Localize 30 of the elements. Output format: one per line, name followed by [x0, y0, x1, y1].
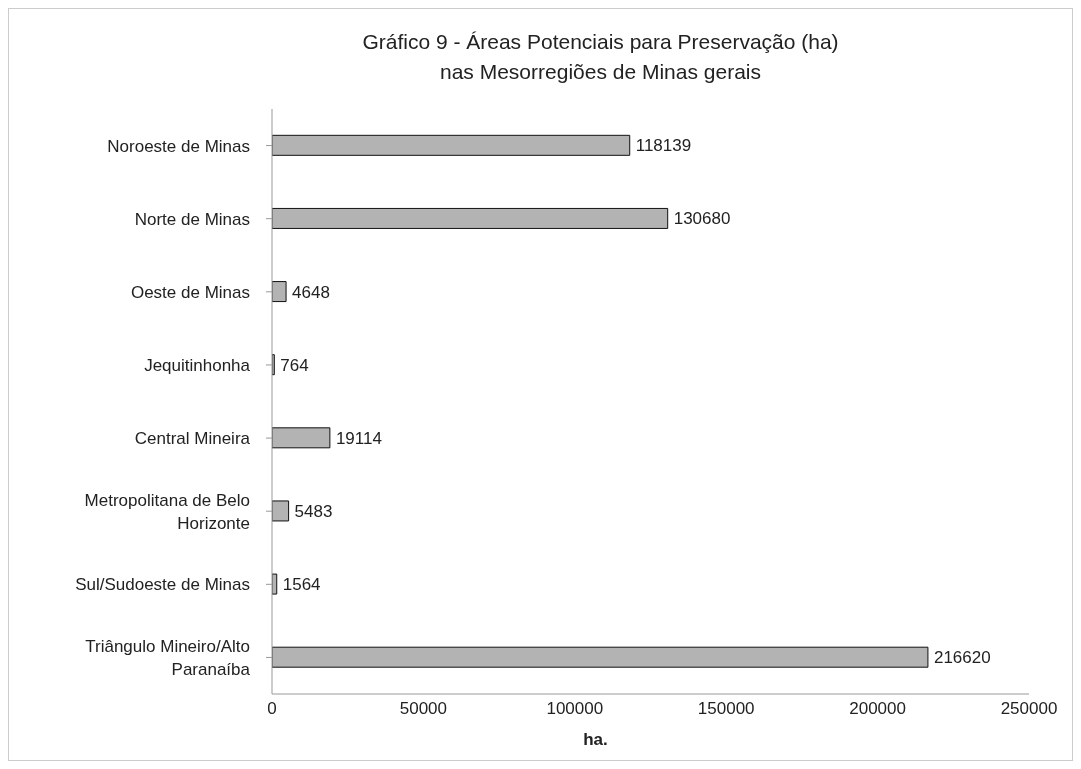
bar	[272, 427, 331, 449]
bar	[272, 646, 929, 668]
data-label: 118139	[635, 136, 692, 156]
y-tick-label: Oeste de Minas	[130, 282, 250, 302]
x-tick-label: 150000	[697, 699, 755, 719]
x-axis-title: ha.	[583, 730, 608, 749]
x-tick-label: 0	[267, 699, 277, 719]
data-label: 130680	[673, 209, 731, 229]
bar	[272, 281, 287, 303]
x-tick-label: 250000	[1000, 699, 1058, 719]
x-tick-label: 200000	[849, 699, 906, 719]
y-tick-label: Sul/Sudoeste de Minas	[75, 574, 250, 594]
data-label: 5483	[294, 501, 333, 521]
y-tick-label: Norte de Minas	[134, 209, 250, 229]
bar	[272, 500, 290, 522]
x-tick-label: 50000	[399, 699, 448, 719]
chart-title: Gráfico 9 - Áreas Potenciais para Preservação (ha) nas Mesorregiões de Minas gerais	[361, 29, 840, 85]
bar	[272, 134, 631, 156]
y-tick-label: Triângulo Mineiro/Alto Paranaíba	[85, 636, 251, 679]
y-tick-label: Noroeste de Minas	[107, 136, 250, 156]
data-label: 19114	[335, 428, 382, 448]
y-tick-label: Jequitinhonha	[144, 355, 251, 375]
data-label: 4648	[292, 282, 330, 302]
y-tick-label: Central Mineira	[134, 428, 251, 448]
data-label: 764	[280, 355, 309, 375]
x-tick-label: 100000	[546, 699, 604, 719]
data-label: 1564	[282, 575, 321, 595]
bar	[272, 207, 669, 229]
data-label: 216620	[933, 648, 991, 668]
y-tick-label: Metropolitana de Belo Horizonte	[84, 490, 250, 533]
